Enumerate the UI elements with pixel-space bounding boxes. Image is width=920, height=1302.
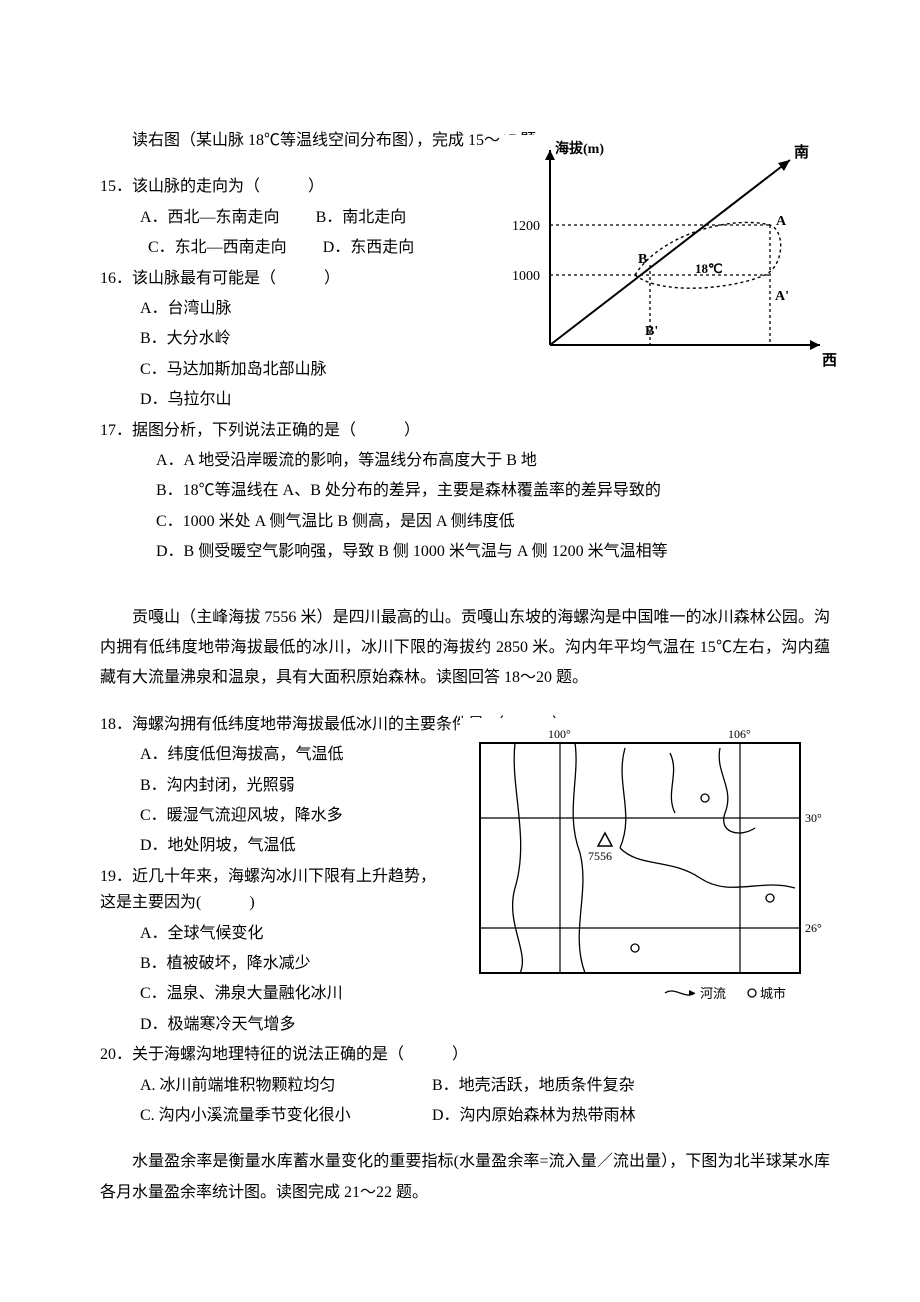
q17-D: D．B 侧受暖空气影响强，导致 B 侧 1000 米气温与 A 侧 1200 米… [100, 537, 830, 567]
q16-D: D．乌拉尔山 [100, 385, 830, 415]
q17-B: B．18℃等温线在 A、B 处分布的差异，主要是森林覆盖率的差异导致的 [100, 476, 830, 506]
section2-intro: 贡嘎山（主峰海拔 7556 米）是四川最高的山。贡嘎山东坡的海螺沟是中国唯一的冰… [100, 603, 830, 694]
south-label: 南 [794, 143, 809, 161]
legend-city-label: 城市 [760, 986, 786, 1001]
lat26-label: 26° [805, 921, 822, 935]
peak-label: 7556 [588, 849, 612, 863]
q20-D: D．沟内原始森林为热带雨林 [432, 1101, 636, 1131]
x-axis-label: 西 [822, 352, 837, 369]
q20-stem: 20．关于海螺沟地理特征的说法正确的是（ ） [100, 1040, 830, 1070]
q20-row1: A. 冰川前端堆积物颗粒均匀 B．地壳活跃，地质条件复杂 [100, 1071, 830, 1101]
q15-B: B．南北走向 [316, 203, 407, 233]
point-Bprime: B' [645, 324, 658, 339]
tick1000: 1000 [512, 269, 540, 284]
q17-A: A．A 地受沿岸暖流的影响，等温线分布高度大于 B 地 [100, 446, 830, 476]
lon106-label: 106° [728, 727, 751, 741]
q15-D: D．东西走向 [323, 233, 415, 263]
point-A: A [776, 214, 787, 229]
exam-page: 读右图（某山脉 18℃等温线空间分布图），完成 15～17 题。 海拔(m) 南 [0, 0, 920, 1302]
section3-intro: 水量盈余率是衡量水库蓄水量变化的重要指标(水量盈余率=流入量／流出量），下图为北… [100, 1147, 830, 1208]
figure-isoline: 海拔(m) 南 西 1200 1000 A B A' B' 18℃ [500, 135, 840, 375]
point-B: B [638, 252, 647, 267]
tick1200: 1200 [512, 219, 540, 234]
q20-B: B．地壳活跃，地质条件复杂 [432, 1071, 635, 1101]
q15-C: C．东北—西南走向 [148, 233, 287, 263]
q20-row2: C. 沟内小溪流量季节变化很小 D．沟内原始森林为热带雨林 [100, 1101, 830, 1131]
q20-C: C. 沟内小溪流量季节变化很小 [140, 1101, 396, 1131]
q20-A: A. 冰川前端堆积物颗粒均匀 [140, 1071, 396, 1101]
lat30-label: 30° [805, 811, 822, 825]
legend-river-label: 河流 [700, 986, 726, 1001]
fig2-bg [460, 718, 830, 1008]
isoline-label: 18℃ [695, 261, 723, 276]
figure-map: 7556 100° 106° 30° 26° 河流 城市 [460, 718, 830, 1008]
q17-C: C．1000 米处 A 侧气温比 B 侧高，是因 A 侧纬度低 [100, 507, 830, 537]
y-axis-label: 海拔(m) [555, 140, 604, 157]
q15-A: A．西北—东南走向 [140, 203, 280, 233]
q17-stem: 17．据图分析，下列说法正确的是（ ） [100, 416, 830, 446]
point-Aprime: A' [775, 289, 789, 304]
lon100-label: 100° [548, 727, 571, 741]
q19-D: D．极端寒冷天气增多 [100, 1010, 830, 1040]
